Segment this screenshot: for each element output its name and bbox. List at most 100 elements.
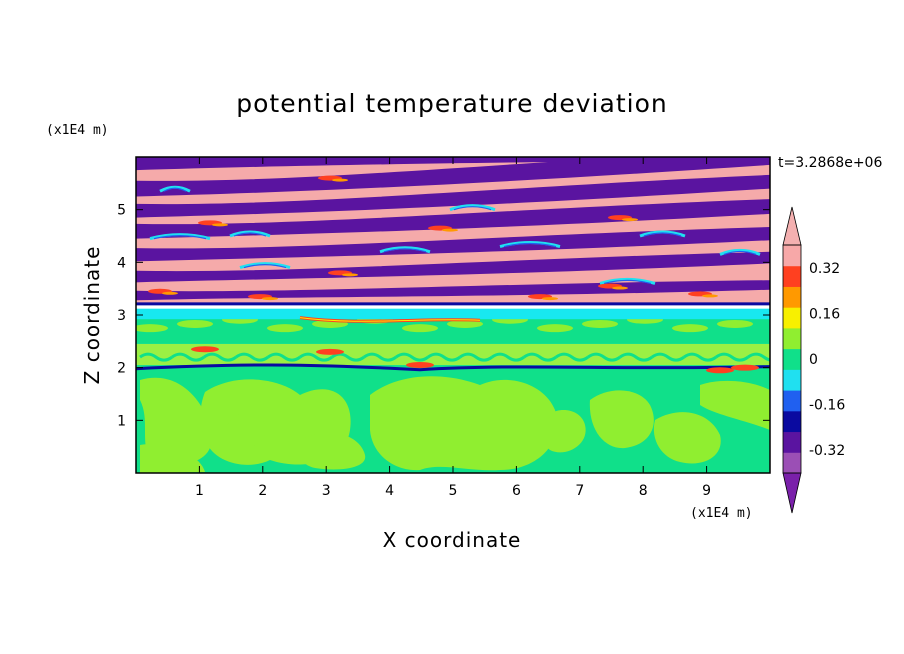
lower-eddy — [224, 412, 266, 449]
colorbar-swatch — [783, 327, 801, 350]
colorbar-under-arrow — [782, 472, 802, 514]
transition-wave — [651, 352, 685, 362]
middle-patch — [582, 319, 618, 328]
turbulence-streak-core — [723, 250, 757, 255]
middle-patch — [136, 324, 168, 333]
y-tick-label: 1 — [117, 413, 126, 429]
x-tick-label: 2 — [258, 483, 267, 499]
warm-patch-edge — [612, 286, 628, 290]
colorbar-label: 0.32 — [809, 261, 840, 277]
turbulence-streak — [719, 248, 761, 256]
lower-eddy — [589, 390, 654, 449]
warm-patch-edge — [162, 291, 178, 295]
turbulence-streak-core — [503, 242, 557, 248]
warm-patch-edge — [262, 297, 278, 301]
lower-eddy — [409, 402, 468, 446]
transition-wave — [427, 352, 461, 362]
lower-eddy — [298, 432, 366, 470]
turbulence-streak — [599, 277, 656, 285]
y-axis-unit: (x1E4 m) — [46, 123, 109, 138]
y-tick-label: 2 — [117, 361, 126, 377]
warm-patch-edge — [542, 297, 558, 301]
colorbar-frame — [782, 244, 802, 474]
x-axis-unit: (x1E4 m) — [690, 506, 753, 521]
colorbar-label: -0.16 — [809, 398, 845, 414]
interface-line — [136, 302, 770, 306]
colorbar-swatch — [783, 245, 801, 267]
transition-wave — [363, 352, 397, 362]
transition-wave — [331, 352, 365, 362]
turbulence-streak-core — [383, 248, 427, 253]
transition-layer — [136, 343, 770, 366]
turbulence-streak — [379, 246, 431, 254]
x-tick-label: 5 — [449, 483, 458, 499]
colorbar-label: 0 — [809, 352, 818, 368]
colorbar-swatch — [783, 369, 801, 391]
colorbar-swatch — [783, 265, 801, 287]
transition-wave — [267, 352, 301, 362]
middle-patch — [672, 324, 708, 333]
middle-patch — [717, 319, 753, 328]
turbulence-streak — [499, 241, 561, 248]
middle-patch — [267, 324, 303, 333]
warm-patch-edge — [702, 294, 718, 298]
x-axis: 1 2 3 4 5 6 7 8 9 — [195, 157, 711, 499]
turbulence-streak-core — [153, 235, 207, 240]
turbulence-streak-core — [453, 206, 492, 211]
x-tick-label: 3 — [322, 483, 331, 499]
colorbar-swatch — [783, 307, 801, 329]
colorbar-label: 0.16 — [809, 306, 840, 322]
transition-wave — [171, 352, 205, 362]
cold-band — [136, 251, 770, 283]
turbulence-streak — [159, 185, 191, 193]
warm-streak-core — [299, 317, 481, 322]
warm-patch-edge — [342, 273, 358, 277]
x-tick-label: 6 — [512, 483, 521, 499]
time-label: t=3.2868e+06 — [778, 155, 882, 171]
y-axis: 1 2 3 4 5 — [117, 203, 770, 429]
transition-wave — [587, 352, 621, 362]
turbulence-streak — [449, 204, 496, 212]
cold-band — [136, 174, 770, 218]
warm-patch-edge — [442, 228, 458, 232]
middle-patch — [177, 319, 213, 328]
colorbar-swatch — [783, 410, 801, 433]
transition-wave — [523, 352, 557, 362]
transition-wave — [203, 352, 237, 362]
warm-patch-edge — [212, 223, 228, 227]
cold-band — [136, 227, 770, 262]
turbulence-streak-core — [603, 279, 652, 284]
y-axis-label: Z coordinate — [80, 246, 104, 385]
transition-wave — [235, 352, 269, 362]
warm-patch-edge — [622, 218, 638, 222]
warm-patch — [316, 348, 344, 355]
warm-patch — [406, 362, 434, 369]
warm-patch — [191, 346, 219, 353]
y-tick-label: 5 — [117, 203, 126, 219]
lower-eddy — [539, 410, 586, 453]
transition-wave — [491, 352, 525, 362]
x-tick-label: 1 — [195, 483, 204, 499]
cold-band — [136, 157, 770, 171]
colorbar: 0.32 0.16 0 -0.16 -0.32 — [782, 206, 845, 514]
transition-wave — [299, 352, 333, 362]
cyan-layer — [136, 308, 770, 320]
transition-wave — [395, 352, 429, 362]
contour-field — [136, 157, 770, 473]
transition-wave — [619, 352, 653, 362]
x-tick-label: 4 — [385, 483, 394, 499]
middle-patch — [447, 319, 483, 328]
turbulence-streak — [229, 230, 271, 238]
y-tick-label: 3 — [117, 308, 126, 324]
warm-patch — [706, 367, 734, 374]
x-tick-label: 9 — [702, 483, 711, 499]
transition-wave — [459, 352, 493, 362]
colorbar-swatch — [783, 452, 801, 474]
transition-wave — [747, 352, 770, 362]
middle-patch — [537, 324, 573, 333]
warm-patch — [731, 364, 759, 371]
transition-wave — [683, 352, 717, 362]
x-tick-label: 8 — [639, 483, 648, 499]
inversion-line — [136, 363, 770, 372]
